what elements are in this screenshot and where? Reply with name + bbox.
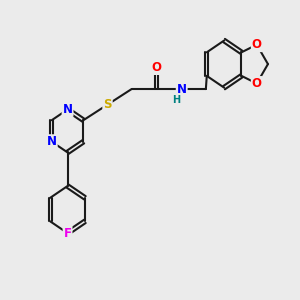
Text: O: O — [252, 77, 262, 90]
Text: N: N — [177, 82, 187, 95]
Text: O: O — [152, 61, 162, 74]
Text: F: F — [64, 226, 72, 240]
Text: H: H — [172, 95, 181, 105]
Text: N: N — [63, 103, 73, 116]
Text: O: O — [252, 38, 262, 51]
Text: S: S — [103, 98, 112, 111]
Text: N: N — [47, 135, 57, 148]
